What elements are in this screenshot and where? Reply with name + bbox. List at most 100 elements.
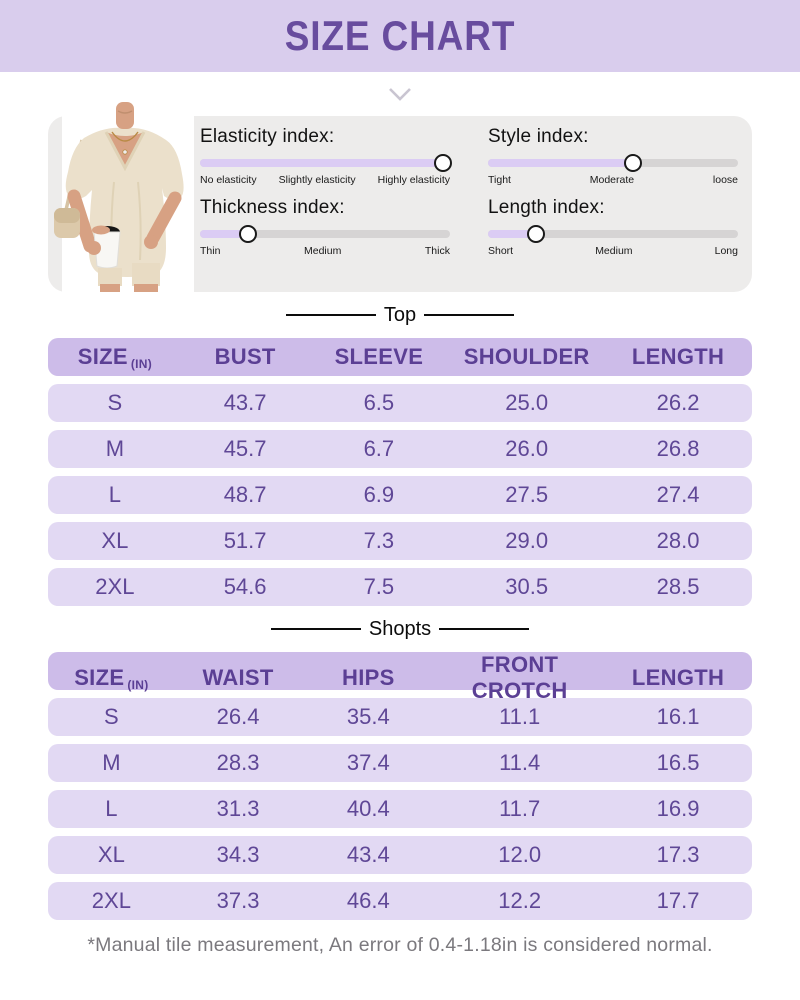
value-cell: 25.0: [505, 390, 549, 415]
value-cell: 29.0: [505, 528, 549, 553]
value-cell: 27.4: [656, 482, 700, 507]
value-cell: 16.1: [656, 704, 700, 729]
slider-fill: [200, 230, 248, 238]
shorts-size-table: SIZE (IN) WAIST HIPS FRONT CROTCH LENGTH …: [48, 652, 752, 920]
value-cell: 26.4: [216, 704, 260, 729]
product-photo: [54, 102, 194, 292]
slider-title: Style index:: [488, 126, 589, 147]
slider-scale-labels: Thin Medium Thick: [200, 245, 450, 257]
value-cell: 43.4: [346, 842, 390, 867]
table-header-row: SIZE (IN) BUST SLEEVE SHOULDER LENGTH: [48, 338, 752, 376]
slider-group-length: Length index: Short Medium Long: [488, 197, 738, 257]
slider-label-mid: Medium: [595, 245, 633, 257]
header-band: SIZE CHART: [0, 0, 800, 72]
value-cell: 16.5: [656, 750, 700, 775]
value-cell: 11.1: [499, 704, 541, 729]
column-header-front-crotch: FRONT CROTCH: [471, 652, 568, 703]
value-cell: 26.2: [656, 390, 700, 415]
value-cell: 31.3: [216, 796, 260, 821]
value-cell: 12.0: [498, 842, 542, 867]
column-header-sleeve: SLEEVE: [334, 344, 424, 369]
value-cell: 48.7: [223, 482, 267, 507]
slider-label-min: Short: [488, 245, 514, 257]
chevron-down-icon: [0, 72, 800, 116]
slider-group-elasticity: Elasticity index: No elasticity Slightly…: [200, 126, 452, 186]
slider-fill: [488, 230, 536, 238]
value-cell: 35.4: [346, 704, 390, 729]
value-cell: 12.2: [498, 888, 542, 913]
value-cell: 51.7: [223, 528, 267, 553]
length-slider[interactable]: [488, 225, 738, 243]
column-header-length: LENGTH: [631, 665, 725, 690]
slider-fill: [200, 159, 443, 167]
value-cell: 6.5: [363, 390, 395, 415]
value-cell: 16.9: [656, 796, 700, 821]
size-cell: 2XL: [95, 574, 135, 599]
table-row: S 43.7 6.5 25.0 26.2: [48, 384, 752, 422]
value-cell: 27.5: [505, 482, 549, 507]
value-cell: 30.5: [505, 574, 549, 599]
slider-label-mid: Moderate: [589, 174, 635, 186]
index-panel: Elasticity index: No elasticity Slightly…: [48, 102, 752, 292]
section-divider-top: Top: [0, 302, 800, 328]
slider-scale-labels: Short Medium Long: [488, 245, 738, 257]
divider-line: [270, 628, 361, 630]
slider-knob[interactable]: [433, 154, 452, 172]
table-row: 2XL 54.6 7.5 30.5 28.5: [48, 568, 752, 606]
section-label: Top: [383, 303, 417, 326]
slider-label-max: Long: [714, 245, 738, 257]
slider-knob[interactable]: [624, 154, 642, 172]
value-cell: 37.4: [346, 750, 390, 775]
value-cell: 54.6: [223, 574, 267, 599]
top-size-table: SIZE (IN) BUST SLEEVE SHOULDER LENGTH S 4…: [48, 338, 752, 606]
size-cell: L: [105, 796, 118, 821]
slider-fill: [488, 159, 633, 167]
slider-group-style: Style index: Tight Moderate loose: [488, 126, 738, 186]
index-sliders: Elasticity index: No elasticity Slightly…: [200, 126, 738, 257]
slider-label-mid: Slightly elasticity: [278, 174, 356, 186]
slider-title: Elasticity index:: [200, 126, 335, 147]
page-title: SIZE CHART: [284, 12, 516, 59]
unit-label: (IN): [127, 678, 149, 692]
slider-label-min: Tight: [488, 174, 511, 186]
value-cell: 11.7: [499, 796, 541, 821]
slider-knob[interactable]: [526, 225, 545, 243]
table-row: L 48.7 6.9 27.5 27.4: [48, 476, 752, 514]
column-header-size: SIZE (IN): [74, 665, 149, 692]
thickness-slider[interactable]: [200, 225, 450, 243]
value-cell: 26.8: [656, 436, 700, 461]
size-cell: XL: [101, 528, 129, 553]
table-row: 2XL 37.3 46.4 12.2 17.7: [48, 882, 752, 920]
value-cell: 17.3: [656, 842, 700, 867]
slider-label-max: loose: [712, 174, 738, 186]
slider-scale-labels: Tight Moderate loose: [488, 174, 738, 186]
style-slider[interactable]: [488, 154, 738, 172]
value-cell: 6.7: [363, 436, 395, 461]
slider-scale-labels: No elasticity Slightly elasticity Highly…: [200, 174, 450, 186]
value-cell: 17.7: [656, 888, 700, 913]
elasticity-slider[interactable]: [200, 154, 452, 172]
size-cell: M: [102, 750, 121, 775]
column-header-hips: HIPS: [342, 665, 395, 690]
size-cell: L: [108, 482, 121, 507]
value-cell: 7.5: [363, 574, 395, 599]
table-row: S 26.4 35.4 11.1 16.1: [48, 698, 752, 736]
value-cell: 28.3: [216, 750, 260, 775]
slider-label-max: Thick: [424, 245, 450, 257]
size-cell: S: [107, 390, 123, 415]
table-header-row: SIZE (IN) WAIST HIPS FRONT CROTCH LENGTH: [48, 652, 752, 703]
value-cell: 26.0: [505, 436, 549, 461]
value-cell: 34.3: [216, 842, 260, 867]
slider-knob[interactable]: [238, 225, 257, 243]
size-cell: XL: [97, 842, 125, 867]
slider-label-mid: Medium: [303, 245, 342, 257]
divider-line: [285, 314, 376, 316]
column-header-waist: WAIST: [202, 665, 274, 690]
section-label: Shopts: [368, 617, 432, 640]
table-row: XL 51.7 7.3 29.0 28.0: [48, 522, 752, 560]
column-header-shoulder: SHOULDER: [463, 344, 590, 369]
size-cell: S: [104, 704, 119, 729]
table-row: M 28.3 37.4 11.4 16.5: [48, 744, 752, 782]
value-cell: 40.4: [346, 796, 390, 821]
column-header-bust: BUST: [214, 344, 276, 369]
